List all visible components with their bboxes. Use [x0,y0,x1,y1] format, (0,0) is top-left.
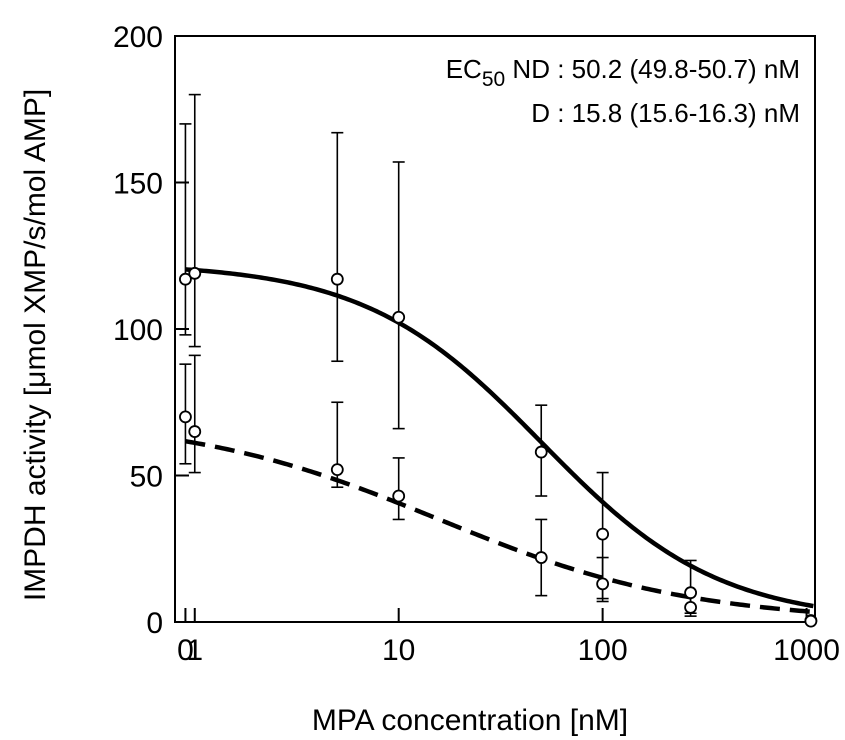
data-point [596,527,610,541]
y-axis: 0 50 100 150 200 [113,21,189,640]
y-tick-label-0: 0 [146,607,163,640]
annotation-d: D : 15.8 (15.6-16.3) nM [531,98,800,128]
data-point [188,425,202,438]
x-axis-title: MPA concentration [nM] [312,704,628,737]
error-bar [331,131,344,363]
y-tick-label-2: 100 [113,314,163,347]
x-tick-label-2: 10 [382,634,415,667]
x-tick-label-1: 1 [186,634,203,667]
error-bars [179,93,817,623]
error-bar [392,457,405,521]
data-point [330,272,344,286]
y-tick-label-1: 50 [130,461,163,494]
data-point [534,551,548,564]
y-axis-title: IMPDH activity [μmol XMP/s/mol AMP] [19,89,52,601]
data-point [179,272,192,286]
fit-curves [185,267,814,615]
error-bar [188,354,201,474]
ec-prefix: EC [446,54,482,84]
data-points [179,266,818,628]
data-point [179,410,192,424]
fit-curve-dashed [185,439,814,615]
annotation-nd: EC50 ND : 50.2 (49.8-50.7) nM [446,54,800,91]
data-point [188,266,202,280]
data-point [534,445,548,459]
data-point [804,614,818,628]
fit-curve-solid [185,267,814,609]
y-tick-label-4: 200 [113,21,163,54]
data-point [392,310,406,324]
data-point [684,600,697,614]
y-tick-label-3: 150 [113,168,163,201]
error-bar [188,93,201,348]
data-point [392,489,406,503]
ec-subscript: 50 [482,68,505,91]
x-tick-label-3: 100 [578,634,628,667]
error-bar [179,123,192,336]
x-tick-label-4: 1000 [773,634,840,667]
data-point [684,586,697,600]
nd-text: ND : 50.2 (49.8-50.7) nM [505,54,800,84]
data-point [330,463,344,477]
x-axis: 01 10 100 1000 [177,608,840,667]
error-bar [392,161,405,430]
data-point [596,577,610,591]
x-tick-label-0: 0 [177,634,194,667]
